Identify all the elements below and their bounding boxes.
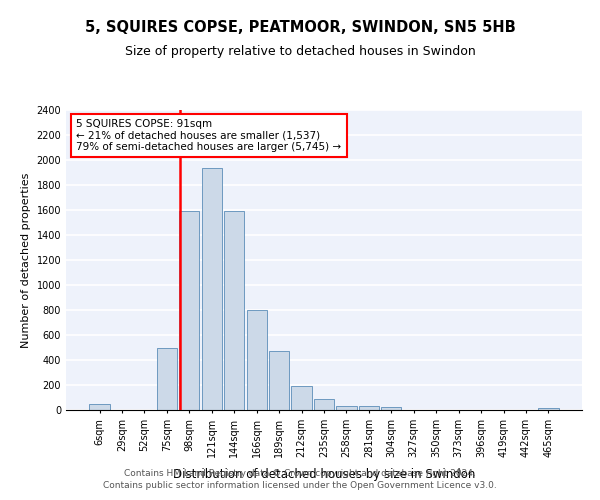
Bar — [314, 399, 334, 410]
Text: Contains HM Land Registry data © Crown copyright and database right 2024.
Contai: Contains HM Land Registry data © Crown c… — [103, 468, 497, 490]
Text: 5, SQUIRES COPSE, PEATMOOR, SWINDON, SN5 5HB: 5, SQUIRES COPSE, PEATMOOR, SWINDON, SN5… — [85, 20, 515, 35]
Bar — [538, 408, 559, 410]
X-axis label: Distribution of detached houses by size in Swindon: Distribution of detached houses by size … — [173, 468, 475, 481]
Bar — [269, 351, 289, 410]
Bar — [179, 211, 199, 410]
Bar — [224, 211, 244, 410]
Bar — [381, 407, 401, 410]
Y-axis label: Number of detached properties: Number of detached properties — [21, 172, 31, 348]
Bar — [202, 168, 222, 410]
Bar — [292, 386, 311, 410]
Bar — [359, 406, 379, 410]
Bar — [247, 310, 267, 410]
Bar — [157, 348, 177, 410]
Bar — [89, 404, 110, 410]
Text: 5 SQUIRES COPSE: 91sqm
← 21% of detached houses are smaller (1,537)
79% of semi-: 5 SQUIRES COPSE: 91sqm ← 21% of detached… — [76, 119, 341, 152]
Text: Size of property relative to detached houses in Swindon: Size of property relative to detached ho… — [125, 45, 475, 58]
Bar — [337, 406, 356, 410]
